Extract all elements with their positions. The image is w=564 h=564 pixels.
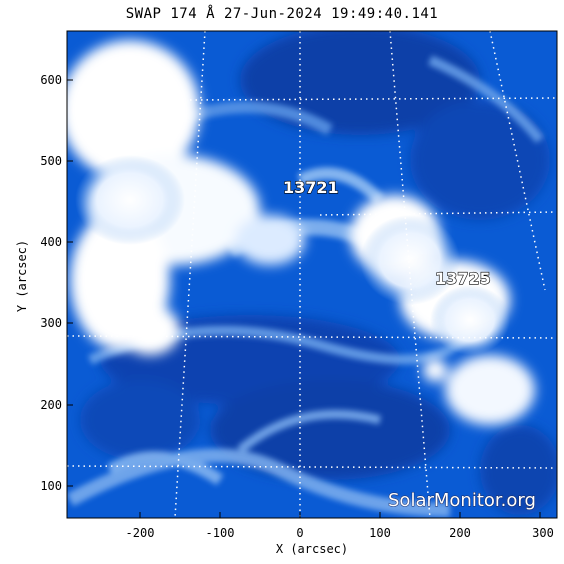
watermark: SolarMonitor.org — [388, 490, 536, 511]
active-region-label: 13721 — [283, 178, 339, 197]
y-tick-label: 300 — [40, 316, 62, 330]
y-tick-label: 100 — [40, 479, 62, 493]
x-tick-label: -100 — [206, 526, 235, 540]
y-axis-label: Y (arcsec) — [15, 240, 29, 312]
axis-ticks — [67, 79, 541, 518]
x-tick-label: 100 — [369, 526, 391, 540]
x-tick-label: -200 — [126, 526, 155, 540]
x-tick-label: 200 — [449, 526, 471, 540]
bright-cores — [75, 155, 510, 355]
x-tick-label: 300 — [532, 526, 554, 540]
plot-frame — [66, 30, 558, 519]
image-title: SWAP 174 Å 27-Jun-2024 19:49:40.141 — [125, 6, 439, 22]
active-region-label: 13725 — [435, 269, 491, 288]
heliographic-grid — [67, 31, 557, 518]
y-tick-label: 200 — [40, 398, 62, 412]
y-tick-label: 600 — [40, 73, 62, 87]
x-axis-label: X (arcsec) — [276, 542, 348, 556]
y-tick-label: 500 — [40, 154, 62, 168]
y-tick-label: 400 — [40, 235, 62, 249]
x-tick-label: 0 — [296, 526, 303, 540]
solar-disk-image — [67, 31, 557, 518]
